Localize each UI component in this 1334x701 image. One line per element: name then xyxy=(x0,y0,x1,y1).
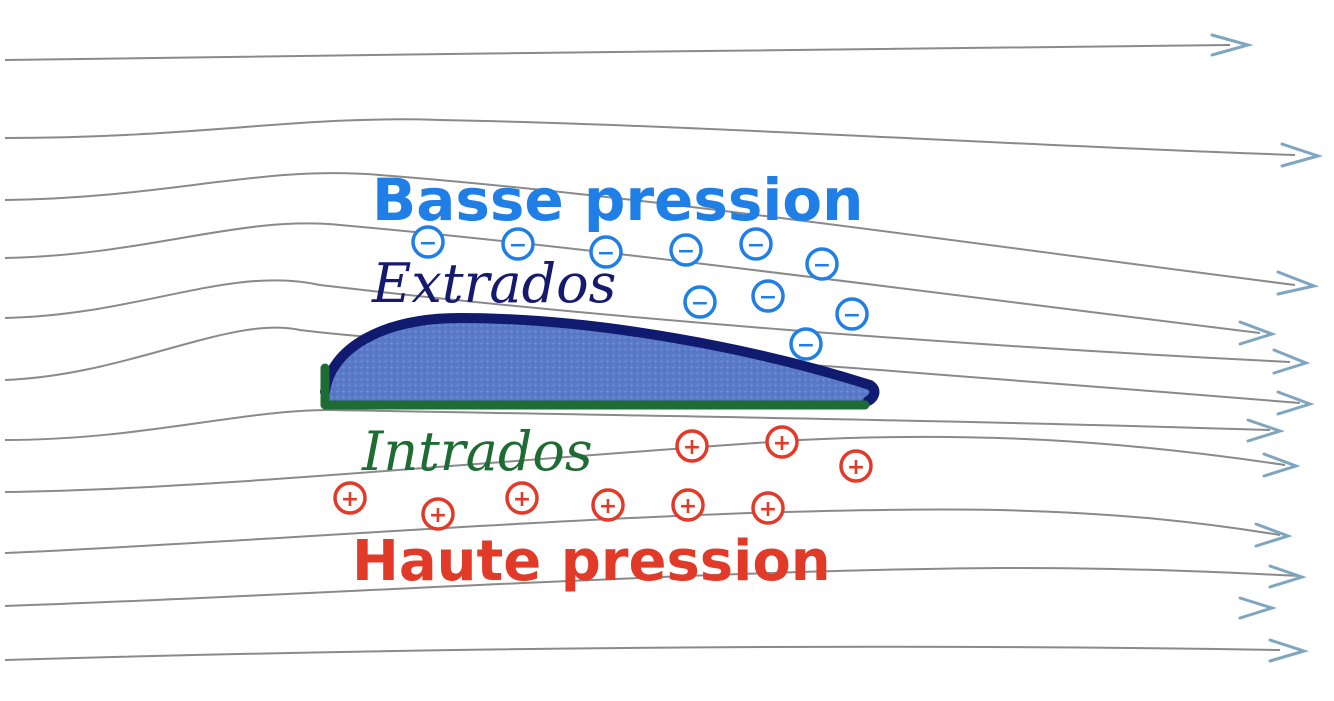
arrowheads xyxy=(1210,33,1324,663)
plus-symbol-circle xyxy=(751,491,785,525)
arrowhead-icon xyxy=(1268,638,1310,663)
minus-symbol-circle xyxy=(835,297,869,331)
minus-symbol-icon: − xyxy=(419,231,437,256)
plus-symbol-circle xyxy=(421,497,455,531)
plus-symbol-icon: + xyxy=(429,503,447,528)
streamline xyxy=(4,435,1286,493)
arrowhead-icon xyxy=(1238,596,1278,620)
minus-symbol-circle xyxy=(805,247,839,281)
plus-symbol-circle xyxy=(333,481,367,515)
high-pressure-label: Haute pression xyxy=(352,529,831,594)
plus-symbol-icon: + xyxy=(513,487,531,512)
plus-symbol-icon: + xyxy=(773,431,791,456)
extrados-label: Extrados xyxy=(371,252,616,315)
streamline xyxy=(4,222,1261,334)
arrowhead-icon xyxy=(1280,142,1324,168)
plus-symbol-icon: + xyxy=(599,494,617,519)
arrowhead-icon xyxy=(1276,390,1315,416)
positive-charges: + + + + + + + + + xyxy=(333,425,873,531)
minus-symbol-icon: − xyxy=(759,285,777,310)
minus-symbol-circle xyxy=(683,285,717,319)
plus-symbol-icon: + xyxy=(341,487,359,512)
plus-symbol-icon: + xyxy=(847,455,865,480)
minus-symbol-circle xyxy=(411,225,445,259)
plus-symbol-icon: + xyxy=(683,435,701,460)
plus-symbol-circle xyxy=(765,425,799,459)
streamline xyxy=(4,172,1296,286)
streamline xyxy=(4,408,1271,441)
plus-symbol-icon: + xyxy=(679,494,697,519)
minus-symbol-icon: − xyxy=(677,239,695,264)
streamline xyxy=(4,279,1291,363)
airfoil xyxy=(320,312,880,410)
streamline xyxy=(4,118,1296,156)
streamline xyxy=(4,44,1231,61)
arrowhead-icon xyxy=(1246,418,1285,443)
minus-symbol-circle xyxy=(501,227,535,261)
negative-charges: − − − − −−− −−− xyxy=(411,225,869,361)
streamline xyxy=(4,566,1301,607)
arrowhead-icon xyxy=(1276,270,1320,296)
arrowhead-icon xyxy=(1272,348,1311,375)
arrowhead-icon xyxy=(1238,320,1277,346)
plus-symbol-circle xyxy=(591,488,625,522)
arrowhead-icon xyxy=(1268,564,1307,589)
arrowhead-icon xyxy=(1210,33,1254,57)
minus-symbol-circle xyxy=(751,279,785,313)
minus-symbol-icon: − xyxy=(509,233,527,258)
minus-symbol-icon: − xyxy=(747,233,765,258)
streamline xyxy=(4,645,1281,661)
plus-symbol-circle xyxy=(675,429,709,463)
minus-symbol-circle xyxy=(589,235,623,269)
minus-symbol-circle xyxy=(789,327,823,361)
intrados-label: Intrados xyxy=(361,420,593,483)
streamline xyxy=(4,508,1281,554)
minus-symbol-circle xyxy=(669,233,703,267)
minus-symbol-icon: − xyxy=(691,291,709,316)
minus-symbol-circle xyxy=(739,227,773,261)
intrados-line xyxy=(320,363,870,410)
airfoil-body xyxy=(324,318,873,404)
minus-symbol-icon: − xyxy=(813,253,831,278)
extrados-line xyxy=(320,312,880,406)
minus-symbol-icon: − xyxy=(797,333,815,358)
low-pressure-label: Basse pression xyxy=(372,166,863,234)
minus-symbol-icon: − xyxy=(597,241,615,266)
plus-symbol-circle xyxy=(671,488,705,522)
plus-symbol-circle xyxy=(839,449,873,483)
arrowhead-icon xyxy=(1262,452,1301,478)
arrowhead-icon xyxy=(1254,522,1293,548)
plus-symbol-circle xyxy=(505,481,539,515)
plus-symbol-icon: + xyxy=(759,497,777,522)
minus-symbol-icon: − xyxy=(843,303,861,328)
